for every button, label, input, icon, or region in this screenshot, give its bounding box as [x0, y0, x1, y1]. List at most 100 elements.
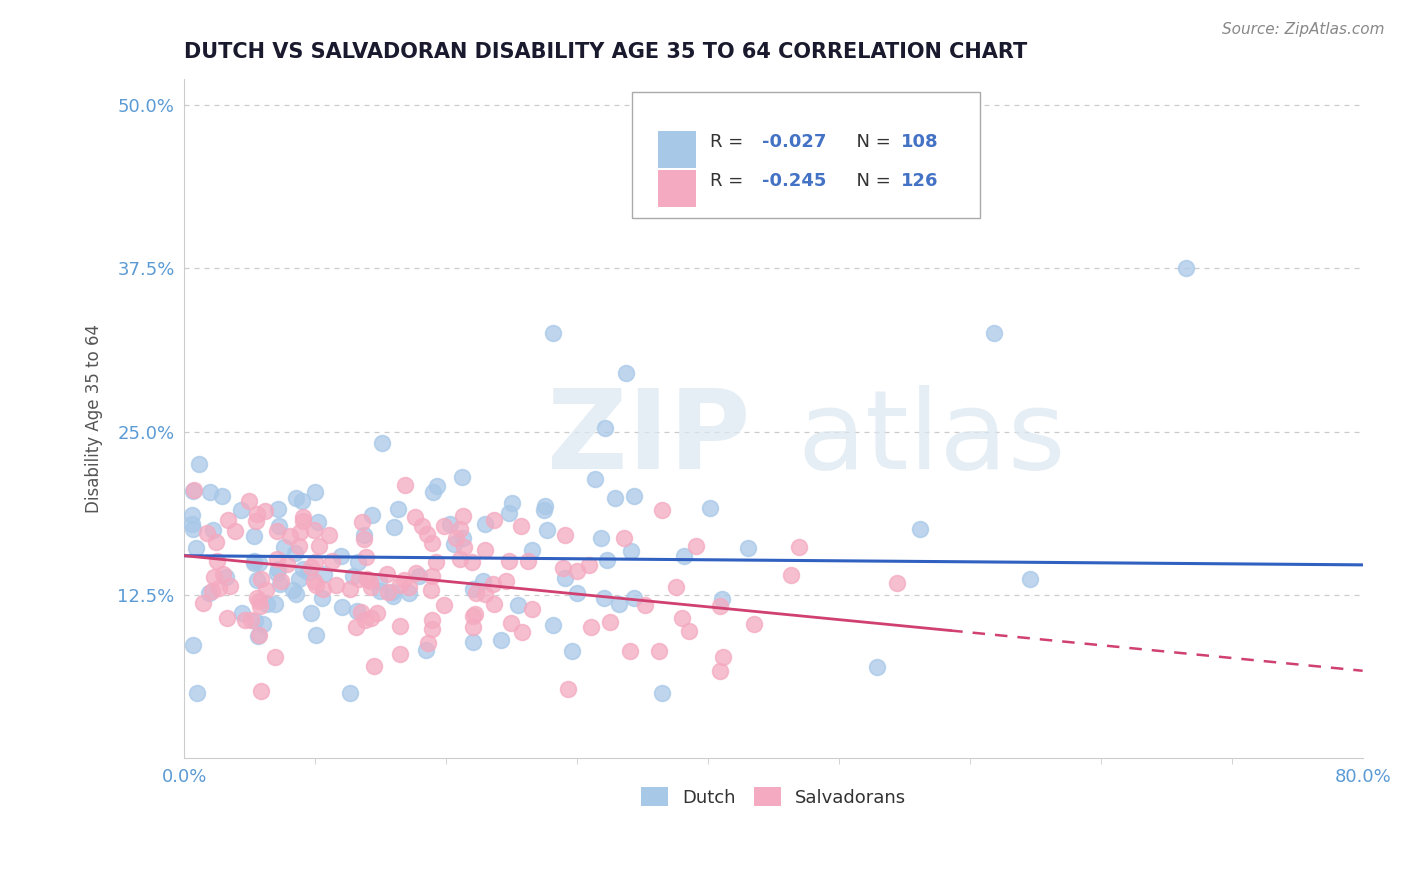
- Point: [865, 660, 887, 674]
- Point: [208, 581, 231, 595]
- Point: [451, 531, 474, 545]
- Point: [578, 558, 600, 572]
- Point: [377, 585, 399, 599]
- Text: 126: 126: [901, 172, 938, 190]
- Point: [422, 485, 444, 500]
- Point: [278, 529, 301, 543]
- Point: [339, 686, 361, 700]
- Point: [394, 477, 416, 491]
- Point: [648, 644, 671, 658]
- Point: [288, 572, 311, 586]
- Point: [673, 549, 696, 564]
- Point: [389, 577, 412, 591]
- Point: [266, 566, 288, 581]
- Text: -0.245: -0.245: [762, 172, 827, 190]
- Point: [366, 607, 388, 621]
- Point: [284, 546, 307, 560]
- Point: [243, 529, 266, 543]
- Point: [742, 616, 765, 631]
- Point: [908, 522, 931, 536]
- Point: [198, 585, 221, 599]
- Point: [304, 555, 326, 569]
- Point: [451, 470, 474, 484]
- Point: [516, 554, 538, 568]
- Point: [737, 541, 759, 555]
- Point: [285, 491, 308, 505]
- Point: [498, 554, 520, 568]
- Point: [198, 485, 221, 500]
- Point: [520, 543, 543, 558]
- Point: [291, 494, 314, 508]
- Point: [510, 624, 533, 639]
- Point: [404, 510, 426, 524]
- Point: [291, 510, 314, 524]
- Point: [195, 525, 218, 540]
- Point: [183, 483, 205, 498]
- Point: [711, 592, 734, 607]
- Point: [191, 596, 214, 610]
- Point: [780, 568, 803, 582]
- Point: [671, 610, 693, 624]
- Point: [420, 622, 443, 636]
- Point: [541, 618, 564, 632]
- Point: [347, 573, 370, 587]
- Point: [311, 591, 333, 606]
- Point: [474, 543, 496, 558]
- Point: [360, 580, 382, 594]
- FancyBboxPatch shape: [633, 92, 980, 218]
- Point: [554, 571, 576, 585]
- Point: [246, 591, 269, 605]
- Point: [381, 589, 404, 603]
- Point: [420, 535, 443, 549]
- Point: [350, 605, 373, 619]
- Point: [387, 502, 409, 516]
- Point: [247, 556, 270, 570]
- Point: [623, 489, 645, 503]
- Point: [281, 583, 304, 598]
- Point: [463, 609, 485, 624]
- Point: [360, 611, 382, 625]
- Text: N =: N =: [845, 172, 897, 190]
- Point: [242, 556, 264, 570]
- Point: [321, 554, 343, 568]
- Point: [180, 516, 202, 531]
- Point: [270, 574, 292, 588]
- Text: R =: R =: [710, 172, 749, 190]
- Point: [291, 562, 314, 576]
- Point: [247, 628, 270, 642]
- Point: [420, 613, 443, 627]
- Point: [499, 616, 522, 631]
- Point: [238, 494, 260, 508]
- Point: [273, 540, 295, 554]
- Point: [392, 573, 415, 587]
- Point: [249, 599, 271, 613]
- Point: [304, 485, 326, 500]
- Text: ZIP: ZIP: [547, 385, 749, 492]
- Point: [247, 629, 270, 643]
- Point: [297, 565, 319, 579]
- Point: [276, 557, 298, 571]
- Point: [449, 522, 471, 536]
- Point: [308, 539, 330, 553]
- Point: [533, 502, 555, 516]
- Point: [247, 594, 270, 608]
- Point: [398, 580, 420, 594]
- Point: [495, 574, 517, 588]
- Text: -0.027: -0.027: [762, 133, 827, 151]
- Point: [299, 560, 322, 574]
- Point: [596, 552, 619, 566]
- Point: [461, 620, 484, 634]
- Point: [449, 551, 471, 566]
- Point: [307, 515, 329, 529]
- Point: [482, 597, 505, 611]
- Point: [623, 591, 645, 605]
- Text: R =: R =: [710, 133, 749, 151]
- Point: [464, 607, 486, 622]
- Point: [551, 561, 574, 575]
- Point: [291, 514, 314, 528]
- Point: [253, 503, 276, 517]
- Point: [419, 583, 441, 598]
- Point: [453, 540, 475, 554]
- Point: [481, 577, 503, 591]
- Point: [347, 555, 370, 569]
